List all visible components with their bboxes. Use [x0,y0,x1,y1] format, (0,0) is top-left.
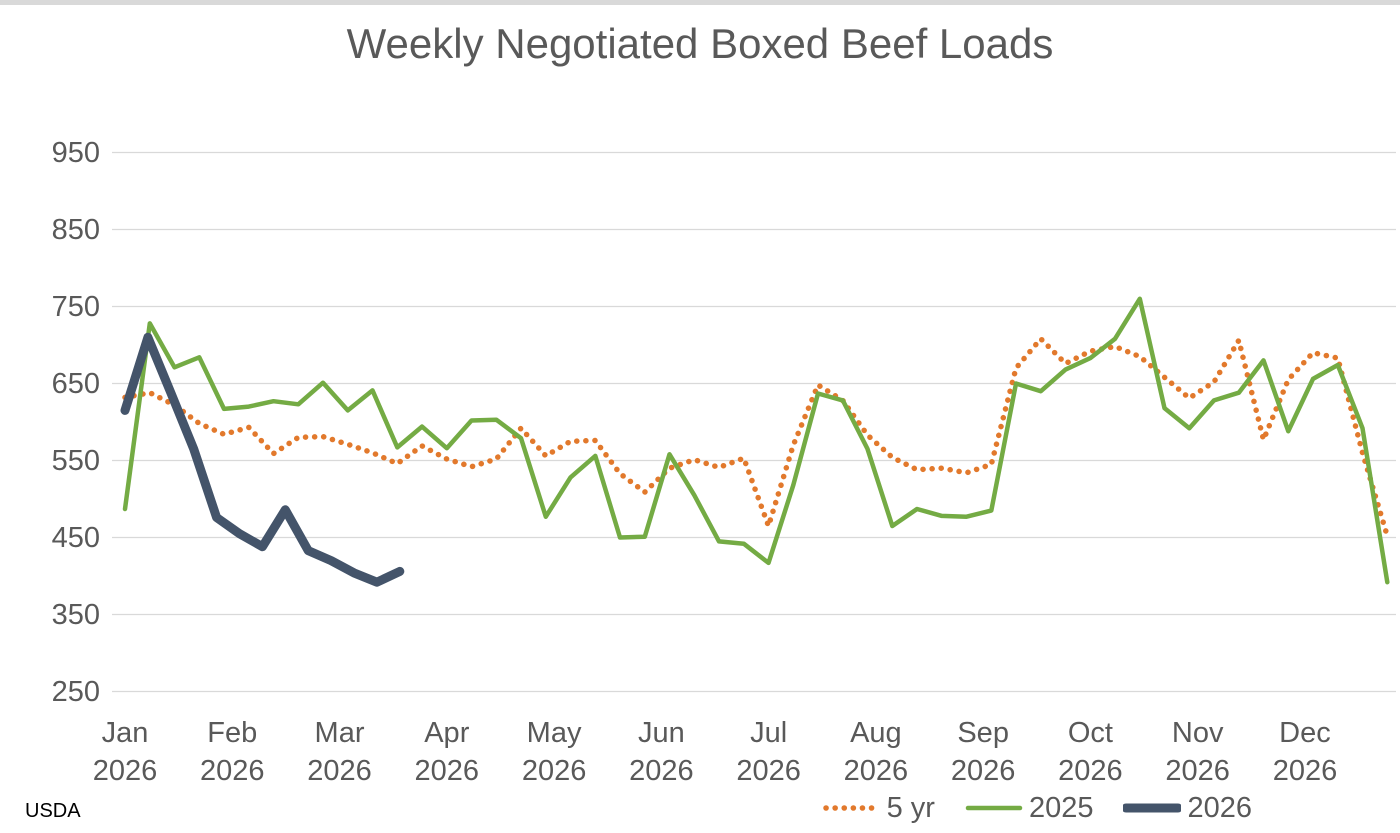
x-tick-month: Jan [101,717,149,749]
x-tick-month: Apr [424,717,470,749]
x-tick-year: 2026 [200,755,265,787]
x-tick-label-feb: Feb 2026 [167,714,297,790]
x-tick-month: Aug [850,717,902,749]
legend-label-2025: 2025 [1028,791,1094,824]
x-tick-month: Nov [1171,717,1224,749]
x-tick-label-oct: Oct 2026 [1025,714,1155,790]
x-tick-year: 2026 [414,755,480,787]
x-tick-year: 2026 [1058,755,1123,787]
series-line-2026 [120,332,405,587]
series-line-2025 [122,296,1390,585]
y-tick-label-650: 650 [51,367,100,400]
x-tick-label-apr: Apr 2026 [382,714,512,790]
chart-legend: 5 yr 2025 2026 [822,788,1252,828]
legend-label-5-yr: 5 yr [886,791,935,824]
y-tick-label-450: 450 [51,521,100,554]
y-tick-label-850: 850 [51,213,100,246]
x-tick-month: Oct [1067,717,1113,749]
y-tick-label-950: 950 [51,136,100,169]
x-tick-month: May [526,717,582,749]
legend-marker-2025 [965,805,1023,811]
x-tick-label-mar: Mar 2026 [275,714,405,790]
x-tick-label-jan: Jan 2026 [60,714,190,790]
x-tick-label-sep: Sep 2026 [918,714,1048,790]
x-tick-label-may: May 2026 [489,714,619,790]
x-tick-year: 2026 [92,755,158,787]
x-tick-label-aug: Aug 2026 [811,714,941,790]
x-tick-year: 2026 [1272,755,1338,787]
legend-marker-2026 [1123,803,1182,813]
legend-item-2026: 2026 [1123,792,1252,825]
x-tick-year: 2026 [736,755,801,787]
x-tick-month: Feb [207,717,258,749]
legend-item-5-yr: 5 yr [822,791,935,825]
y-tick-label-250: 250 [51,675,100,708]
x-tick-month: Jun [637,717,685,749]
y-tick-label-750: 750 [51,290,100,323]
x-tick-year: 2026 [307,755,372,787]
x-tick-year: 2026 [1165,755,1230,787]
legend-label-2026: 2026 [1187,791,1252,824]
y-tick-label-550: 550 [51,444,100,477]
x-tick-label-nov: Nov 2026 [1133,714,1263,790]
x-tick-year: 2026 [950,755,1016,787]
y-tick-label-350: 350 [51,598,100,631]
x-tick-month: Dec [1279,717,1331,749]
series-line-5-yr [122,336,1391,539]
x-tick-label-jul: Jul 2026 [704,714,834,790]
chart-title: Weekly Negotiated Boxed Beef Loads [346,20,1054,67]
legend-item-2025: 2025 [965,791,1094,825]
x-tick-month: Mar [314,717,365,749]
source-label: USDA [25,800,81,822]
x-tick-year: 2026 [629,755,694,787]
top-strip [0,0,1400,5]
x-tick-year: 2026 [521,755,587,787]
x-tick-label-dec: Dec 2026 [1240,714,1370,790]
x-tick-month: Jul [750,717,788,749]
x-tick-year: 2026 [843,755,909,787]
legend-marker-5-yr [822,805,881,811]
x-tick-month: Sep [957,717,1009,749]
x-tick-label-jun: Jun 2026 [596,714,726,790]
